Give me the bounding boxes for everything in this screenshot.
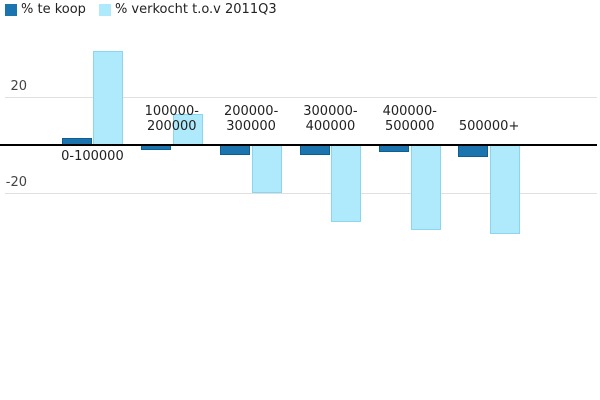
legend-label-verkocht: % verkocht t.o.v 2011Q3 (114, 2, 277, 17)
gridline (5, 96, 597, 98)
bar-series1-cat3 (331, 145, 362, 223)
y-tick-label: -20 (5, 175, 27, 191)
legend: % te koop % verkocht t.o.v 2011Q3 (5, 2, 277, 17)
bar-series1-cat4 (410, 145, 441, 230)
bar-series1-cat1 (172, 113, 203, 145)
category-label: 200000- 300000 (223, 104, 279, 134)
bar-series0-cat5 (458, 145, 489, 158)
legend-swatch-te-koop-icon (5, 3, 17, 16)
y-tick-label: 20 (10, 78, 27, 94)
bar-series1-cat2 (251, 145, 282, 194)
category-label: 100000- 200000 (144, 104, 199, 134)
bar-series0-cat3 (299, 145, 330, 155)
legend-swatch-verkocht-icon (98, 3, 111, 16)
legend-item-te-koop: % te koop (5, 2, 86, 17)
bar-series0-cat2 (220, 145, 251, 155)
bar-series1-cat5 (489, 145, 520, 235)
gridline (5, 193, 597, 195)
legend-item-verkocht: % verkocht t.o.v 2011Q3 (98, 2, 277, 17)
category-label: 400000- 500000 (382, 104, 437, 134)
bar-series1-cat0 (93, 50, 124, 145)
category-label: 0-100000 (61, 149, 124, 164)
category-label: 500000+ (458, 119, 520, 134)
category-label: 300000- 400000 (303, 104, 358, 134)
x-axis-line (0, 144, 597, 146)
bar-series0-cat4 (379, 145, 410, 153)
legend-label-te-koop: % te koop (21, 2, 86, 17)
